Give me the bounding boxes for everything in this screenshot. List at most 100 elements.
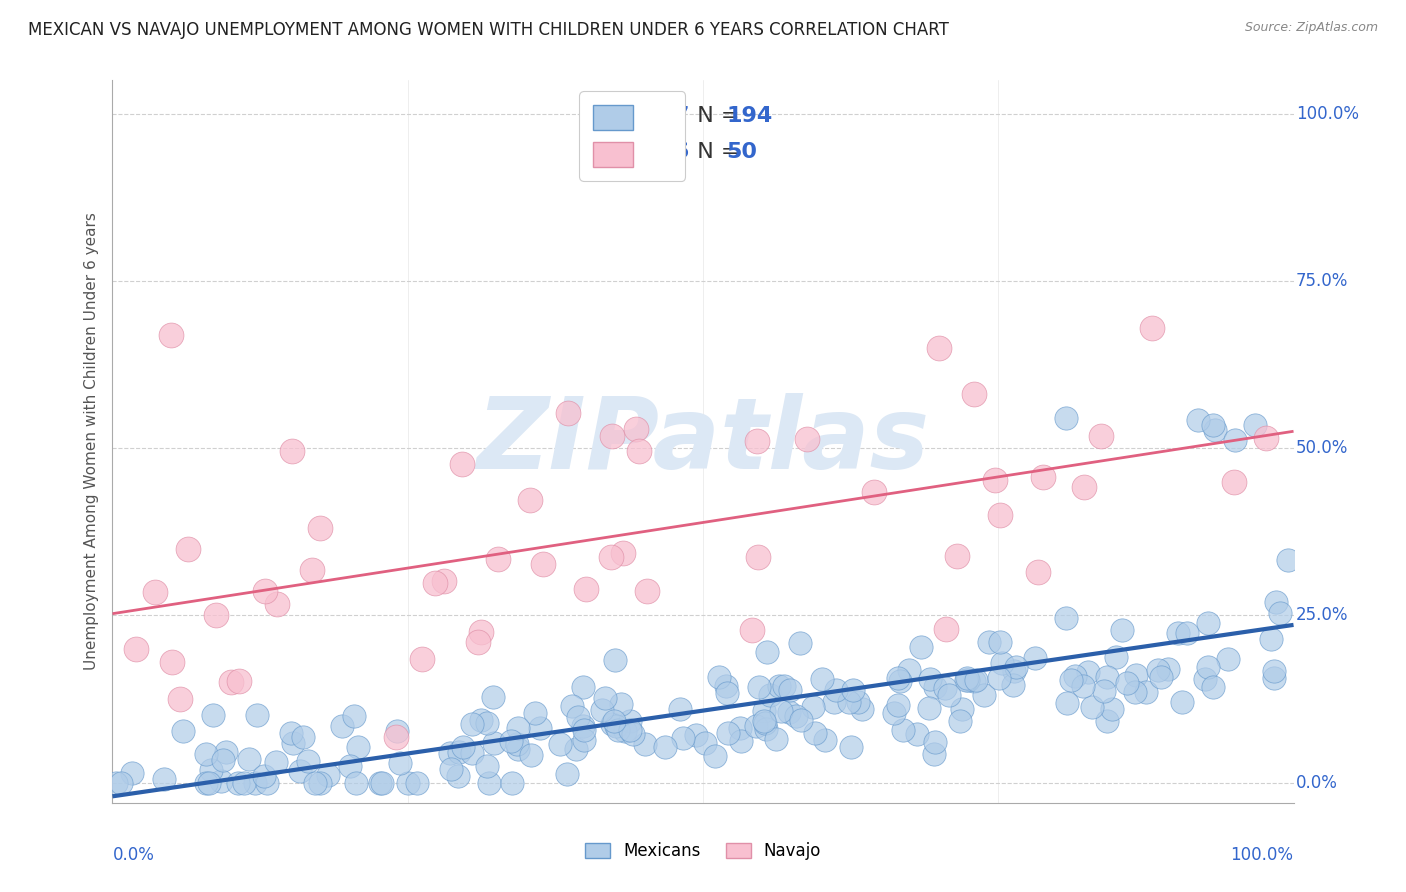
Point — [211, 753, 233, 767]
Point — [1002, 664, 1025, 678]
Point — [963, 387, 986, 401]
Point — [385, 724, 408, 739]
Point — [574, 582, 596, 597]
Point — [1202, 680, 1225, 694]
Point — [1095, 714, 1118, 728]
Point — [523, 706, 546, 720]
Point — [238, 752, 260, 766]
Point — [508, 721, 530, 735]
Point — [957, 673, 980, 688]
Point — [308, 776, 330, 790]
Point — [730, 721, 752, 735]
Point — [811, 673, 834, 687]
Text: 50.0%: 50.0% — [1296, 439, 1348, 458]
Point — [198, 776, 221, 790]
Point — [778, 705, 800, 719]
Point — [745, 719, 768, 733]
Point — [1024, 650, 1046, 665]
Point — [346, 739, 368, 754]
Point — [898, 663, 921, 677]
Point — [946, 549, 969, 563]
Point — [928, 341, 950, 355]
Point — [1135, 684, 1157, 698]
Point — [159, 327, 181, 342]
Point — [1225, 433, 1247, 447]
Point — [461, 717, 484, 731]
Point — [499, 733, 522, 747]
Point — [838, 695, 860, 709]
Point — [593, 691, 616, 706]
Point — [1077, 665, 1099, 679]
Point — [984, 474, 1007, 488]
Point — [160, 655, 183, 669]
Point — [1256, 431, 1278, 445]
Point — [602, 714, 624, 728]
Point — [449, 745, 471, 759]
Text: ZIPatlas: ZIPatlas — [477, 393, 929, 490]
Point — [371, 776, 394, 790]
Point — [716, 686, 738, 700]
Point — [470, 713, 492, 727]
Point — [425, 575, 447, 590]
Point — [889, 673, 911, 688]
Point — [1002, 678, 1025, 692]
Point — [226, 776, 249, 790]
Point — [451, 739, 474, 754]
Point — [571, 719, 593, 733]
Point — [1080, 700, 1102, 714]
Point — [654, 740, 676, 755]
Point — [956, 671, 979, 685]
Point — [883, 706, 905, 720]
Point — [796, 432, 818, 446]
Point — [988, 671, 1011, 685]
Point — [862, 485, 884, 500]
Point — [619, 714, 641, 729]
Text: 0.0%: 0.0% — [1296, 773, 1337, 792]
Point — [634, 737, 657, 751]
Point — [153, 772, 176, 787]
Point — [619, 723, 641, 737]
Point — [281, 443, 304, 458]
Point — [567, 710, 589, 724]
Point — [557, 406, 579, 420]
Point — [228, 674, 250, 689]
Point — [1277, 553, 1299, 567]
Point — [839, 740, 862, 755]
Point — [316, 768, 339, 782]
Point — [200, 763, 222, 777]
Point — [842, 683, 865, 698]
Point — [1073, 480, 1095, 494]
Point — [613, 724, 636, 739]
Point — [266, 597, 288, 611]
Point — [924, 735, 946, 749]
Point — [934, 681, 956, 695]
Point — [1005, 660, 1028, 674]
Point — [304, 776, 326, 790]
Point — [918, 672, 941, 686]
Point — [572, 723, 595, 738]
Point — [851, 701, 873, 715]
Point — [301, 563, 323, 577]
Point — [125, 642, 148, 657]
Point — [344, 776, 367, 790]
Point — [768, 679, 790, 693]
Point — [1243, 417, 1265, 432]
Point — [246, 707, 269, 722]
Point — [194, 776, 217, 790]
Point — [214, 745, 236, 759]
Point — [607, 723, 630, 737]
Point — [814, 732, 837, 747]
Point — [1147, 663, 1170, 677]
Point — [922, 747, 945, 762]
Point — [886, 671, 908, 685]
Point — [740, 623, 762, 637]
Point — [1175, 625, 1198, 640]
Point — [486, 552, 509, 566]
Point — [433, 574, 456, 589]
Point — [950, 702, 973, 716]
Point — [501, 776, 523, 790]
Point — [965, 673, 987, 687]
Point — [1092, 683, 1115, 698]
Point — [1263, 671, 1285, 685]
Point — [1123, 685, 1146, 699]
